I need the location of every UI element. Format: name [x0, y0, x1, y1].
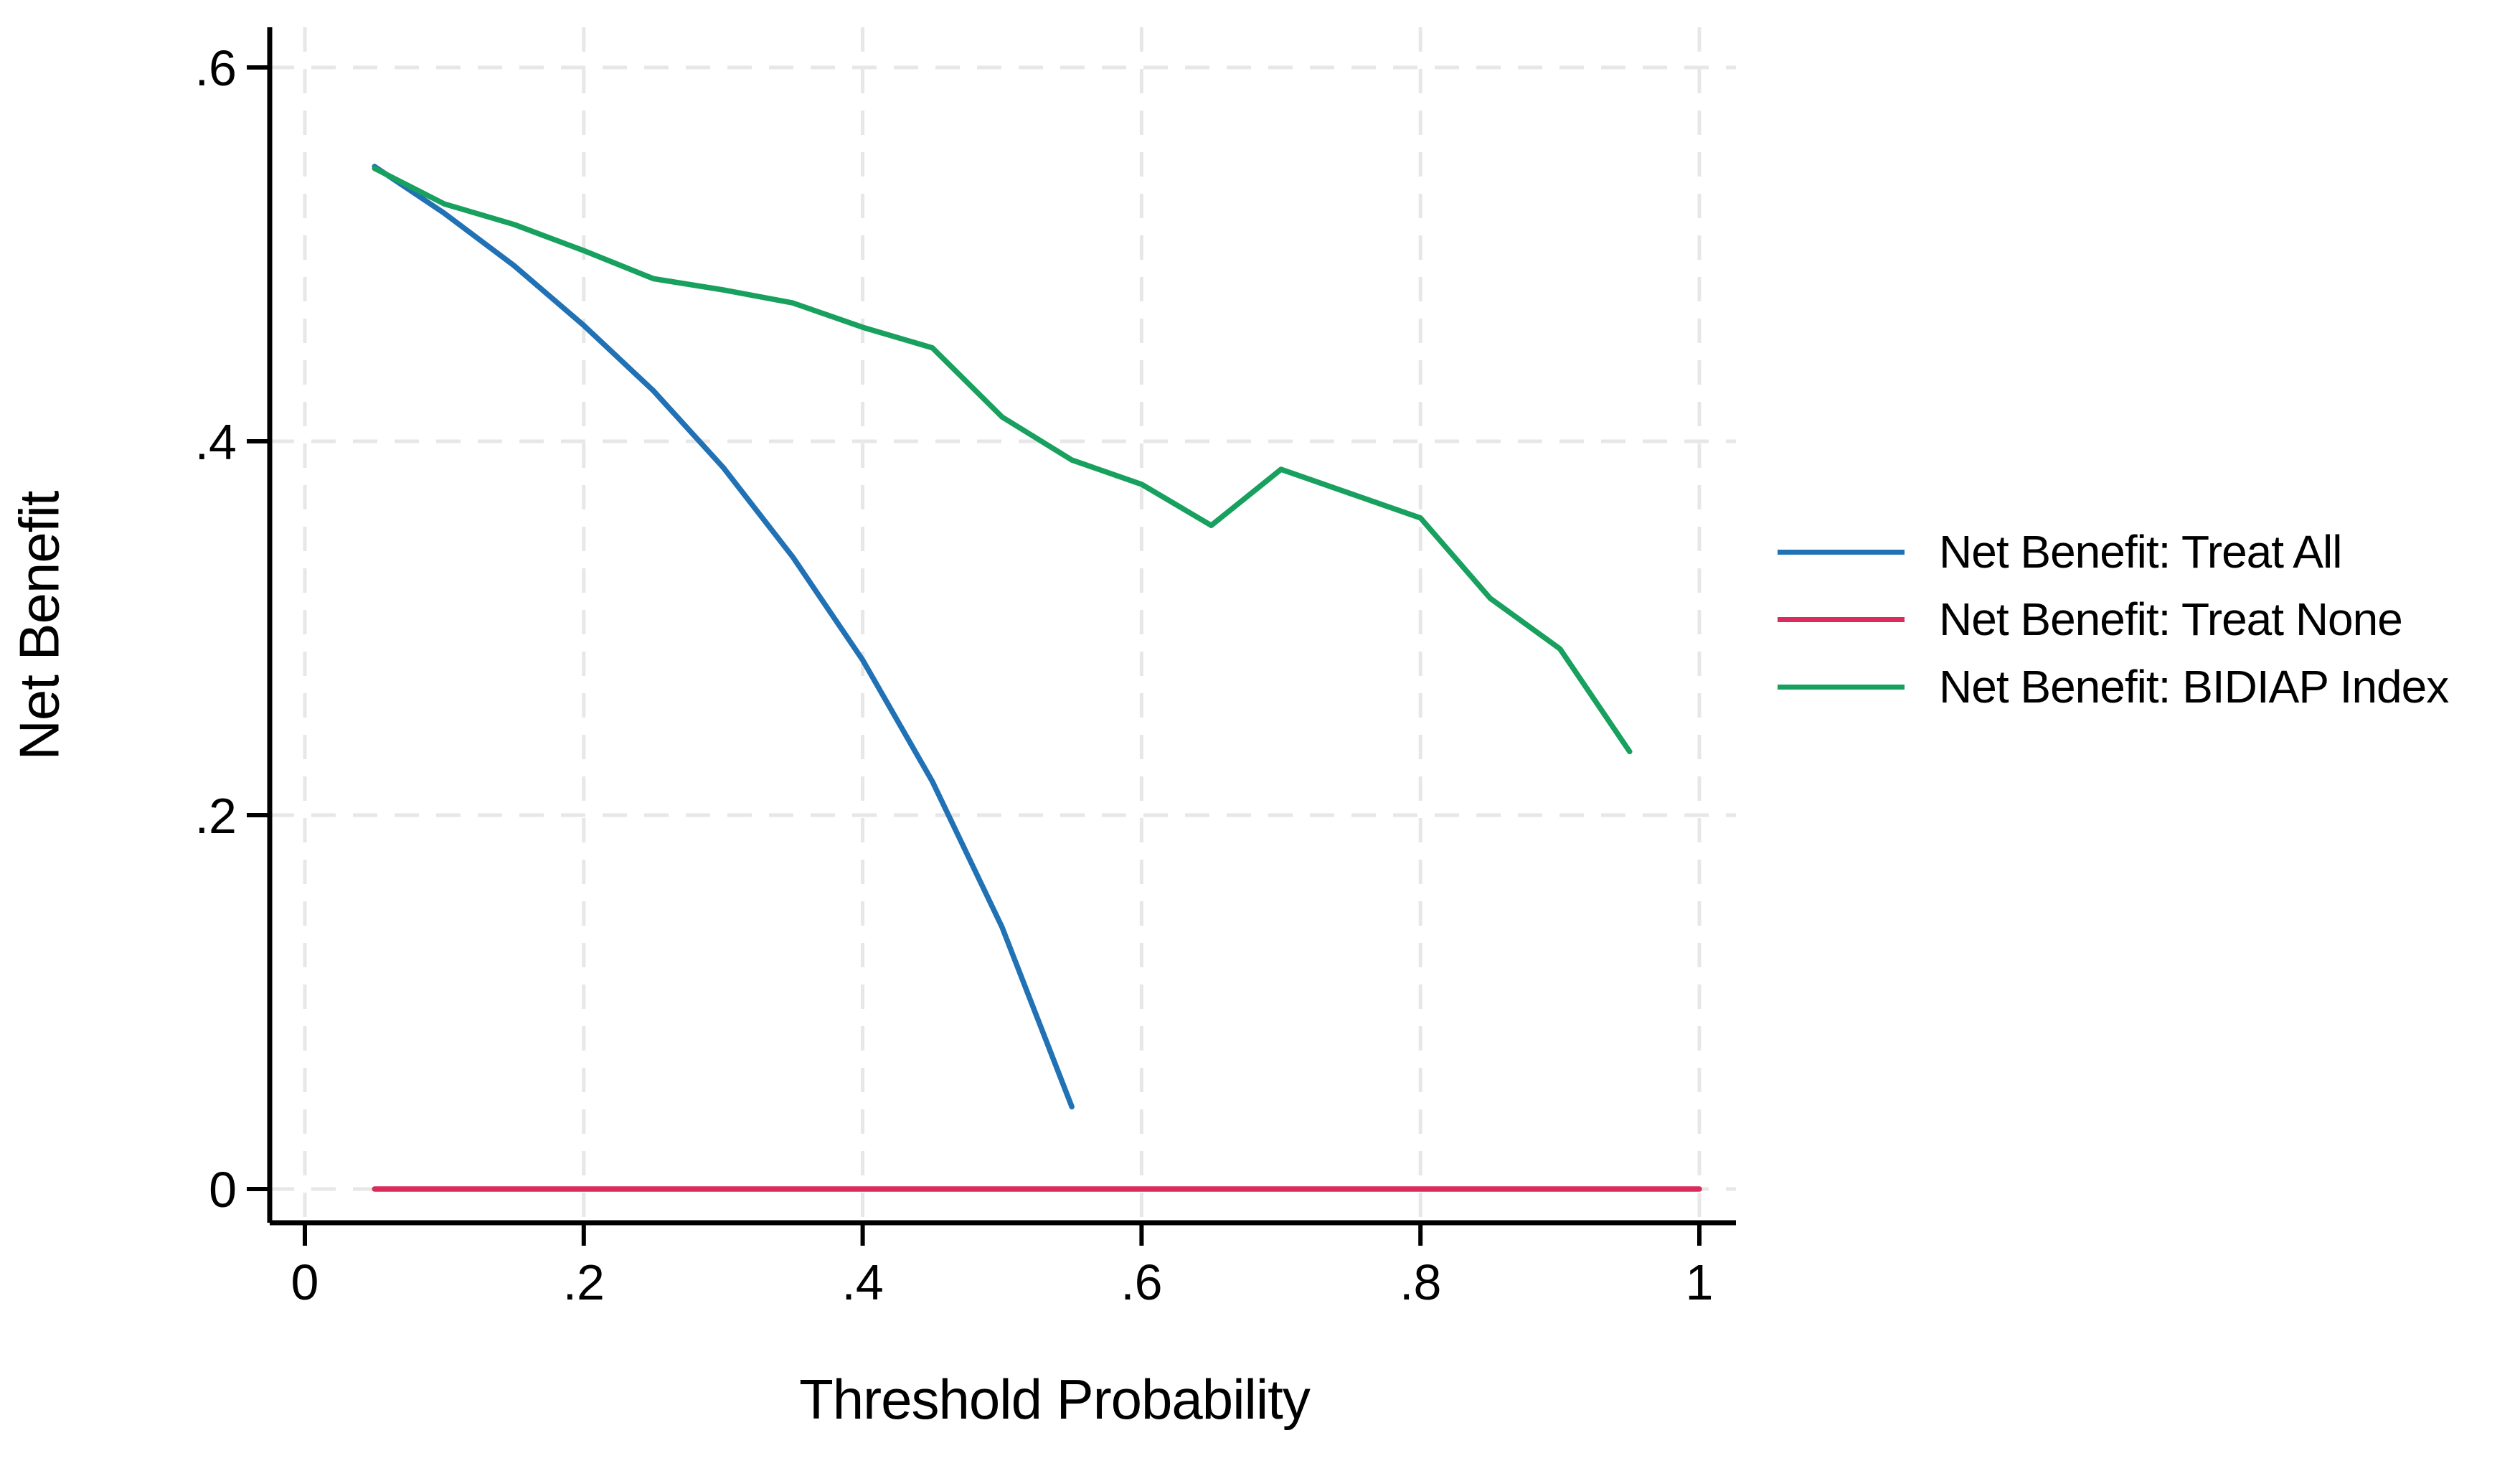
legend-swatch: [1778, 549, 1905, 555]
x-tick-label: .8: [1400, 1254, 1441, 1310]
legend-label: Net Benefit: BIDIAP Index: [1939, 661, 2449, 713]
x-tick-label: 0: [291, 1254, 319, 1310]
y-axis-title: Net Benefit: [7, 491, 71, 761]
gridlines: [270, 27, 1736, 1223]
y-tick-label: .4: [195, 414, 237, 470]
x-tick-label: .2: [563, 1254, 605, 1310]
y-tick-label: 0: [209, 1162, 237, 1218]
legend-item-1: Net Benefit: Treat None: [1778, 586, 2448, 653]
legend-label: Net Benefit: Treat All: [1939, 526, 2342, 578]
x-tick-label: .6: [1120, 1254, 1162, 1310]
legend-swatch: [1778, 684, 1905, 690]
x-tick-label: 1: [1686, 1254, 1714, 1310]
series-line-2: [372, 165, 1633, 755]
legend-item-2: Net Benefit: BIDIAP Index: [1778, 653, 2449, 720]
legend: Net Benefit: Treat All Net Benefit: Treat…: [1778, 518, 2449, 720]
tick-labels: 0 .2 .4 .6 0 .2 .4 .6 .8 1: [195, 40, 1714, 1310]
x-axis-title: Threshold Probability: [799, 1368, 1311, 1431]
legend-swatch: [1778, 616, 1905, 622]
series-line-0: [372, 164, 1075, 1110]
y-tick-label: .6: [195, 40, 237, 96]
legend-item-0: Net Benefit: Treat All: [1778, 518, 2448, 586]
legend-label: Net Benefit: Treat None: [1939, 593, 2403, 645]
series-lines: [372, 164, 1702, 1192]
axes: [247, 27, 1736, 1246]
y-tick-label: .2: [195, 788, 237, 844]
x-tick-label: .4: [841, 1254, 883, 1310]
